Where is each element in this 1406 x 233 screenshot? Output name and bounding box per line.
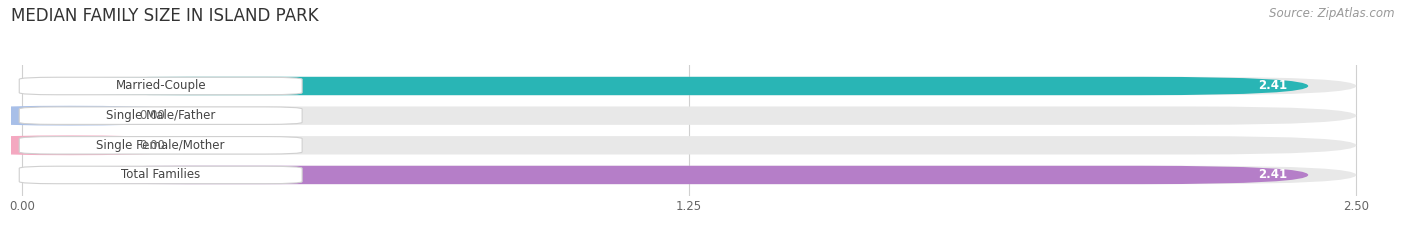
- FancyBboxPatch shape: [20, 137, 302, 154]
- Text: 0.00: 0.00: [139, 139, 166, 152]
- Text: Married-Couple: Married-Couple: [115, 79, 207, 93]
- FancyBboxPatch shape: [22, 106, 1357, 125]
- Text: 2.41: 2.41: [1258, 168, 1286, 182]
- Text: MEDIAN FAMILY SIZE IN ISLAND PARK: MEDIAN FAMILY SIZE IN ISLAND PARK: [11, 7, 319, 25]
- Text: Total Families: Total Families: [121, 168, 200, 182]
- Text: Single Male/Father: Single Male/Father: [105, 109, 215, 122]
- Text: 0.00: 0.00: [139, 109, 166, 122]
- Text: 2.41: 2.41: [1258, 79, 1286, 93]
- FancyBboxPatch shape: [22, 77, 1357, 95]
- FancyBboxPatch shape: [20, 107, 302, 124]
- Text: Source: ZipAtlas.com: Source: ZipAtlas.com: [1270, 7, 1395, 20]
- Circle shape: [0, 136, 235, 154]
- Text: Single Female/Mother: Single Female/Mother: [97, 139, 225, 152]
- FancyBboxPatch shape: [22, 166, 1308, 184]
- FancyBboxPatch shape: [20, 77, 302, 95]
- FancyBboxPatch shape: [22, 166, 1357, 184]
- FancyBboxPatch shape: [22, 136, 1357, 154]
- Circle shape: [0, 106, 235, 125]
- FancyBboxPatch shape: [20, 166, 302, 184]
- FancyBboxPatch shape: [22, 77, 1308, 95]
